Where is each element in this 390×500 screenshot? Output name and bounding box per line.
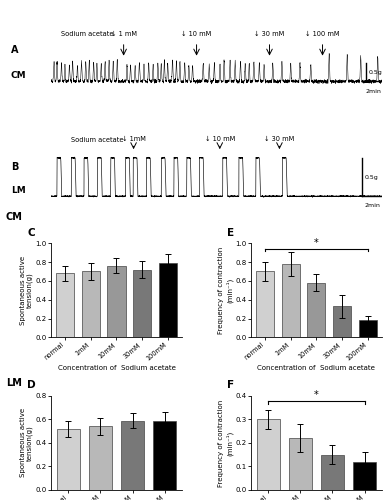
Bar (108, 266, 126, 338)
Text: 2min: 2min (364, 204, 380, 208)
Bar (257, 420, 280, 490)
Bar (159, 263, 177, 338)
Text: F: F (227, 380, 234, 390)
Text: B: B (11, 162, 18, 172)
Text: Sodium acetate: Sodium acetate (61, 31, 113, 37)
Bar (256, 272, 274, 338)
Bar (353, 462, 376, 490)
X-axis label: Concentration of  Sodium acetate: Concentration of Sodium acetate (257, 365, 375, 371)
Bar (121, 420, 144, 490)
Text: ↓ 30 mM: ↓ 30 mM (254, 31, 285, 37)
Bar (133, 270, 151, 338)
Text: LM: LM (6, 378, 21, 388)
Y-axis label: Spontaneous active
tension(g): Spontaneous active tension(g) (20, 408, 33, 478)
Bar (321, 454, 344, 490)
Text: ↓ 10 mM: ↓ 10 mM (181, 31, 212, 37)
Bar (56, 274, 74, 338)
Text: ↓ 1 mM: ↓ 1 mM (111, 31, 136, 37)
Text: ↓ 10 mM: ↓ 10 mM (205, 136, 235, 141)
Y-axis label: Frequency of contraction
(min⁻¹): Frequency of contraction (min⁻¹) (218, 246, 233, 334)
Y-axis label: Spontaneous active
tension(g): Spontaneous active tension(g) (20, 256, 33, 325)
Text: Sodium acetate: Sodium acetate (71, 136, 123, 142)
Text: CM: CM (5, 212, 22, 222)
Bar (289, 438, 312, 490)
Text: ↓ 1mM: ↓ 1mM (122, 136, 145, 141)
Text: C: C (27, 228, 35, 237)
Text: 0.5g: 0.5g (368, 70, 382, 74)
Bar (359, 320, 377, 338)
Bar (89, 426, 112, 490)
Text: ↓ 30 mM: ↓ 30 mM (264, 136, 294, 141)
Text: 0.5g: 0.5g (365, 174, 379, 180)
Bar (307, 282, 325, 338)
Text: E: E (227, 228, 234, 237)
Text: ↓ 100 mM: ↓ 100 mM (305, 31, 340, 37)
Bar (82, 272, 100, 338)
Bar (282, 264, 300, 338)
Text: D: D (27, 380, 35, 390)
Text: CM: CM (11, 70, 27, 80)
Text: 2min: 2min (366, 88, 382, 94)
Bar (57, 429, 80, 490)
Text: *: * (314, 390, 319, 400)
Bar (333, 306, 351, 338)
Text: LM: LM (11, 186, 26, 195)
Y-axis label: Frequency of contraction
(min⁻¹): Frequency of contraction (min⁻¹) (218, 400, 233, 486)
Bar (153, 420, 176, 490)
Text: A: A (11, 45, 18, 55)
X-axis label: Concentration of  Sodium acetate: Concentration of Sodium acetate (58, 365, 176, 371)
Text: *: * (314, 238, 319, 248)
